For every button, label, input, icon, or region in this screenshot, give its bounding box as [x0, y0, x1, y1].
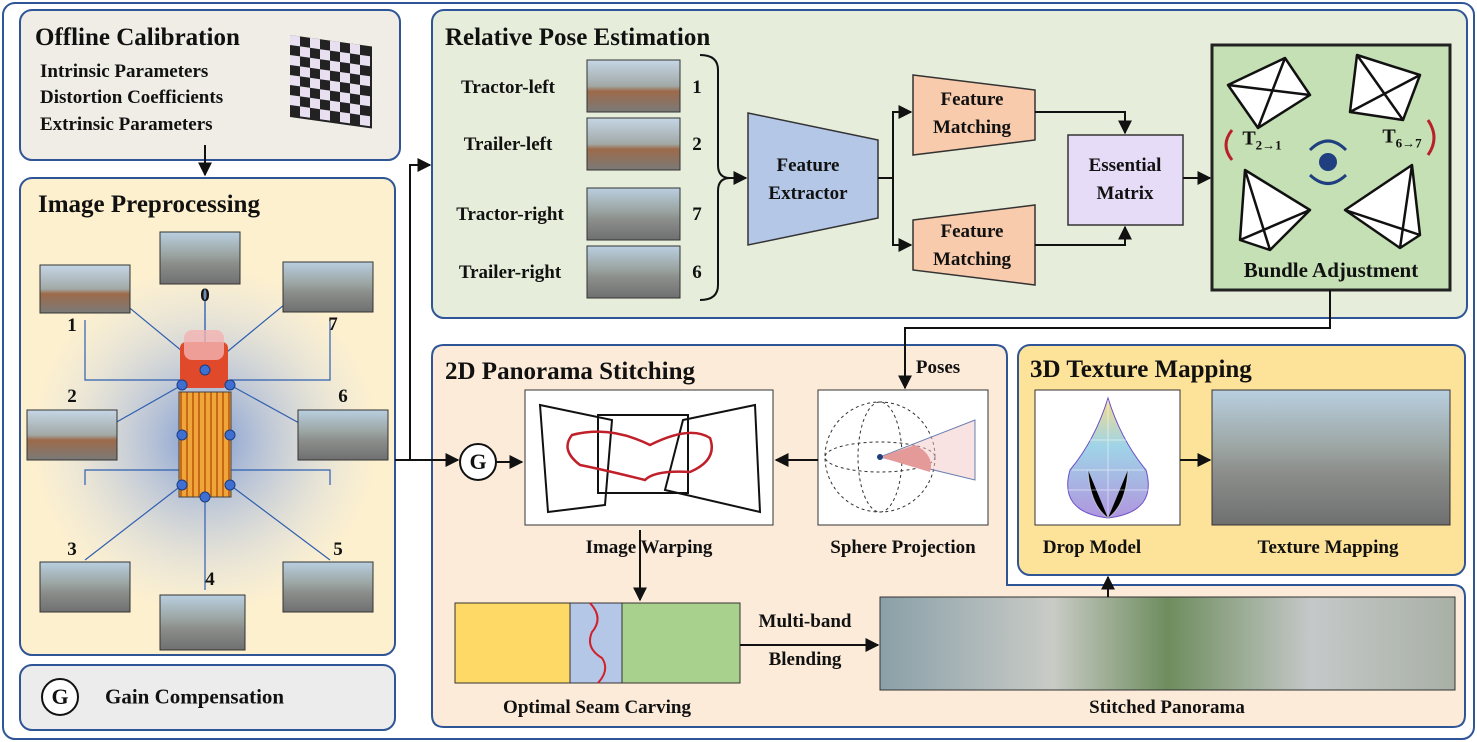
blending-label: Blending	[768, 649, 842, 670]
gain-label: Gain Compensation	[105, 684, 285, 709]
transform-subscript: 2→1	[1255, 137, 1282, 153]
camera-label: 1	[67, 315, 77, 336]
camera-label: 5	[333, 539, 343, 560]
input-label: Tractor-left	[461, 77, 555, 98]
poses-label: Poses	[915, 357, 961, 378]
block-label: Sphere Projection	[830, 537, 976, 558]
gain-symbol: G	[51, 684, 69, 709]
input-label: Tractor-right	[456, 204, 564, 225]
camera-label: 0	[200, 285, 210, 306]
camera-label: 7	[328, 314, 338, 335]
camera-label: 2	[67, 386, 77, 407]
camera-label: 6	[338, 386, 348, 407]
transform-subscript: 6→7	[1395, 135, 1422, 151]
panel-title: Relative Pose Estimation	[445, 24, 711, 51]
block-label: Stitched Panorama	[1089, 697, 1245, 718]
input-index: 6	[692, 262, 702, 283]
block-label: Feature Matching	[932, 89, 1012, 138]
block-label: Texture Mapping	[1257, 537, 1399, 558]
panel-title: Image Preprocessing	[38, 191, 260, 218]
calibration-item: Distortion Coefficients	[40, 87, 224, 108]
camera-label: 4	[205, 569, 215, 590]
block-label: Essential Matrix	[1088, 155, 1162, 204]
transform-label: T6→7	[1382, 123, 1421, 158]
block-label: Feature Matching	[932, 221, 1012, 270]
transform-symbol: T	[1382, 125, 1396, 148]
block-label: Feature Extractor	[768, 155, 848, 204]
block-label: Drop Model	[1042, 537, 1142, 558]
input-index: 1	[692, 77, 702, 98]
calibration-item: Intrinsic Parameters	[40, 61, 209, 82]
block-label: Optimal Seam Carving	[503, 697, 691, 718]
calibration-item: Extrinsic Parameters	[40, 114, 213, 135]
input-index: 2	[692, 134, 702, 155]
gain-symbol: G	[469, 449, 487, 474]
camera-label: 3	[67, 539, 77, 560]
blending-label: Multi-band	[758, 611, 852, 632]
block-label: Bundle Adjustment	[1243, 258, 1419, 282]
transform-label: T2→1	[1242, 125, 1281, 160]
panel-title: Offline Calibration	[35, 24, 240, 51]
panel-title: 3D Texture Mapping	[1030, 356, 1252, 383]
block-label: Image Warping	[585, 537, 713, 558]
input-index: 7	[692, 204, 702, 225]
transform-symbol: T	[1242, 127, 1256, 150]
input-label: Trailer-right	[458, 262, 562, 283]
input-label: Trailer-left	[463, 134, 553, 155]
panel-title: 2D Panorama Stitching	[445, 358, 695, 385]
